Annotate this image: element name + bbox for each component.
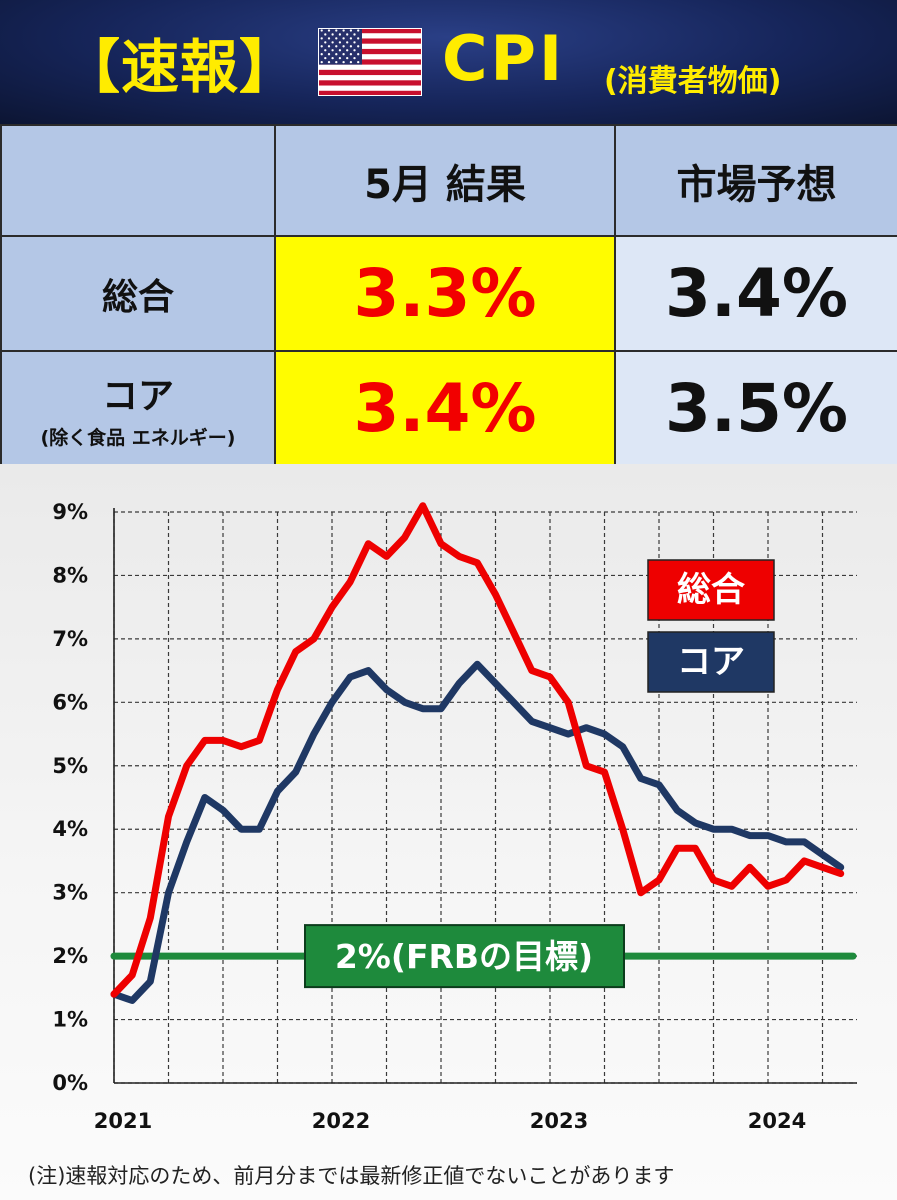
y-tick-label: 5%	[52, 754, 88, 778]
col-header-forecast: 市場予想	[614, 124, 897, 237]
table-row-headline: 総合 3.3% 3.4%	[0, 235, 897, 352]
banner-subtitle: (消費者物価)	[604, 64, 782, 99]
y-tick-label: 3%	[52, 881, 88, 905]
y-tick-label: 0%	[52, 1071, 88, 1095]
y-tick-label: 1%	[52, 1008, 88, 1032]
row-sublabel-text: (除く食品 エネルギー)	[40, 426, 236, 449]
banner-cpi: CPI	[442, 22, 566, 95]
y-tick-label: 9%	[52, 500, 88, 524]
us-flag-icon	[318, 28, 422, 96]
series-line-headline	[110, 502, 845, 998]
banner-title: 【速報】	[62, 33, 299, 101]
target-label-box	[304, 924, 625, 989]
footnote: (注)速報対応のため、前月分までは最新修正値でないことがあります	[28, 1164, 675, 1188]
x-tick-label: 2024	[748, 1109, 806, 1133]
legend-headline-label: 総合	[677, 570, 745, 610]
row-label-text: 総合	[101, 276, 174, 318]
row-label-core: コア (除く食品 エネルギー)	[0, 350, 276, 466]
col-header-result: 5月 結果	[274, 124, 616, 237]
corner-cell	[0, 124, 276, 237]
headline-result-value: 3.3%	[274, 235, 616, 352]
x-tick-label: 2022	[312, 1109, 370, 1133]
y-tick-label: 7%	[52, 627, 88, 651]
core-result-value: 3.4%	[274, 350, 616, 466]
core-forecast-value: 3.5%	[614, 350, 897, 466]
row-label-text: コア	[101, 375, 174, 417]
legend-core-box	[647, 631, 775, 693]
y-tick-label: 8%	[52, 563, 88, 587]
y-tick-label: 4%	[52, 817, 88, 841]
table-row-core: コア (除く食品 エネルギー) 3.4% 3.5%	[0, 350, 897, 466]
target-label-text: 2%(FRBの目標)	[335, 937, 593, 976]
summary-table: 5月 結果 市場予想 総合 3.3% 3.4% コア (除く食品 エネルギー) …	[0, 124, 897, 466]
x-tick-label: 2023	[530, 1109, 588, 1133]
row-label-headline: 総合	[0, 235, 276, 352]
header-banner: 【速報】 CPI (消費者物価)	[0, 0, 897, 124]
legend-headline-box	[647, 559, 775, 621]
x-tick-label: 2021	[94, 1109, 152, 1133]
headline-forecast-value: 3.4%	[614, 235, 897, 352]
series-line-core	[110, 660, 845, 1004]
legend-core-label: コア	[677, 642, 745, 682]
y-tick-label: 2%	[52, 944, 88, 968]
table-header-row: 5月 結果 市場予想	[0, 124, 897, 237]
y-tick-label: 6%	[52, 690, 88, 714]
cpi-line-chart: 0% 1% 2% 3% 4% 5% 6% 7% 8% 9% 2021 2022 2023 2024 2%(F…	[52, 500, 857, 1133]
